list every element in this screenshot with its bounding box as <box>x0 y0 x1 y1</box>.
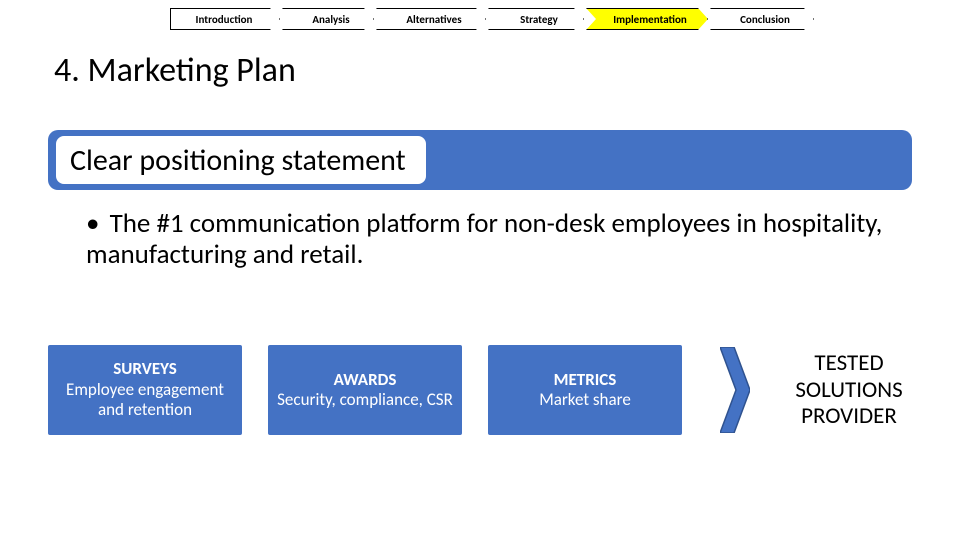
card-title: METRICS <box>554 370 617 390</box>
result-line: PROVIDER <box>774 403 924 429</box>
positioning-banner: Clear positioning statement <box>48 130 912 190</box>
nav-label: Alternatives <box>406 13 461 26</box>
card-sub: Security, compliance, CSR <box>277 390 453 410</box>
chevron-icon <box>718 345 752 435</box>
nav-label: Implementation <box>613 13 687 26</box>
chevron-shape <box>720 347 750 433</box>
card-sub: Market share <box>539 390 631 410</box>
card-title: AWARDS <box>334 370 397 390</box>
nav-label: Conclusion <box>740 13 790 26</box>
card-awards: AWARDS Security, compliance, CSR <box>268 345 462 435</box>
bullet-text: The #1 communication platform for non-de… <box>86 207 882 271</box>
card-surveys: SURVEYS Employee engagement and retentio… <box>48 345 242 435</box>
section-heading: 4. Marketing Plan <box>54 50 296 91</box>
nav-conclusion[interactable]: Conclusion <box>710 8 814 30</box>
nav-label: Strategy <box>520 13 558 26</box>
nav-alternatives[interactable]: Alternatives <box>376 8 486 30</box>
result-line: TESTED <box>774 350 924 376</box>
bullet-dot: • <box>86 208 99 239</box>
card-sub: Employee engagement and retention <box>56 380 234 421</box>
nav-label: Introduction <box>196 13 253 26</box>
card-title: SURVEYS <box>113 359 176 379</box>
positioning-bullet: • The #1 communication platform for non-… <box>86 208 896 270</box>
breadcrumb-nav: Introduction Analysis Alternatives Strat… <box>170 8 814 30</box>
nav-implementation[interactable]: Implementation <box>586 8 708 30</box>
bottom-row: SURVEYS Employee engagement and retentio… <box>48 345 924 435</box>
result-line: SOLUTIONS <box>774 377 924 403</box>
result-text: TESTED SOLUTIONS PROVIDER <box>774 350 924 429</box>
positioning-banner-text: Clear positioning statement <box>56 136 426 184</box>
nav-label: Analysis <box>312 13 349 26</box>
nav-introduction[interactable]: Introduction <box>170 8 280 30</box>
card-metrics: METRICS Market share <box>488 345 682 435</box>
nav-analysis[interactable]: Analysis <box>282 8 374 30</box>
nav-strategy[interactable]: Strategy <box>488 8 584 30</box>
